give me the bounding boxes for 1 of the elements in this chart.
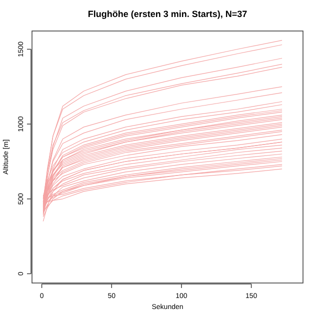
chart-title: Flughöhe (ersten 3 min. Starts), N=37 bbox=[88, 9, 248, 19]
